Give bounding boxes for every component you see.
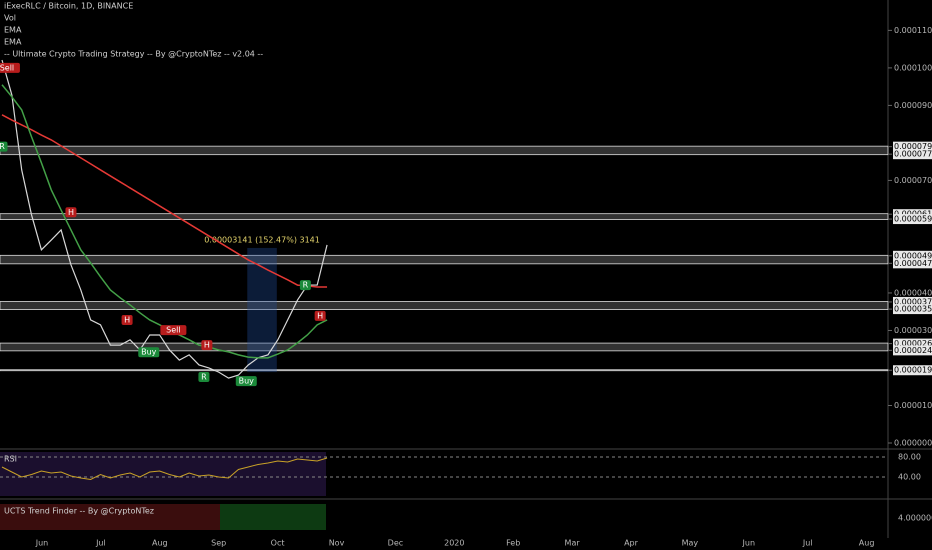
tick-highlight	[893, 296, 932, 307]
measure-box	[247, 247, 277, 373]
tick-highlight	[893, 214, 932, 225]
x-tick-label: Jul	[95, 539, 106, 548]
y-tick-label: 0.00004990	[894, 251, 932, 260]
trend-label: UCTS Trend Finder -- By @CryptoNTez	[4, 507, 154, 516]
rsi-line	[1, 457, 328, 481]
x-tick-label: Aug	[152, 539, 168, 548]
x-tick-label: Mar	[565, 539, 581, 548]
rsi-band	[0, 452, 326, 496]
signal-marker	[65, 207, 77, 218]
legend-item: Vol	[4, 14, 16, 23]
symbol: iExecRLC / Bitcoin, 1D, BINANCE	[4, 2, 133, 11]
price-line	[1, 59, 328, 379]
zone	[0, 213, 889, 220]
signal-label: Buy	[141, 348, 157, 357]
y-tick-label: 0.00003570	[894, 305, 932, 314]
x-tick-label: Jun	[742, 539, 756, 548]
zone	[0, 145, 889, 156]
signal-marker	[138, 347, 160, 358]
zone	[0, 369, 889, 372]
signal-label: Sell	[0, 63, 14, 72]
y-tick-label: 0.00000000	[894, 439, 932, 448]
y-tick-label: 0.00007700	[894, 150, 932, 159]
signal-marker	[160, 325, 187, 336]
signal-marker	[0, 141, 8, 152]
x-tick-label: May	[682, 539, 699, 548]
x-tick-label: Sep	[211, 539, 226, 548]
signal-label: Buy	[239, 377, 255, 386]
x-tick-label: Dec	[388, 539, 403, 548]
y-tick-label: 0.00005970	[894, 215, 932, 224]
signal-marker	[201, 340, 213, 351]
signal-label: H	[124, 315, 130, 324]
signal-label: R	[201, 372, 207, 381]
ema-line	[1, 114, 328, 288]
signal-marker	[299, 280, 311, 291]
signal-marker	[198, 371, 210, 382]
x-tick-label: Nov	[329, 539, 345, 548]
signal-label: H	[68, 208, 74, 217]
legend-item: EMA	[4, 26, 22, 35]
y-tick-label: 0.00011000	[894, 26, 932, 35]
zone	[0, 342, 889, 352]
tick-highlight	[893, 141, 932, 152]
rsi-tick-label: 40.00	[898, 473, 921, 482]
x-tick-label: Jun	[35, 539, 49, 548]
y-tick-label: 0.00002470	[894, 346, 932, 355]
signal-marker	[0, 62, 20, 73]
legend-item: EMA	[4, 38, 22, 47]
rsi-tick-label: 80.00	[898, 453, 921, 462]
y-tick-label: 0.00010000	[894, 63, 932, 72]
y-tick-label: 0.00009000	[894, 101, 932, 110]
tick-highlight	[893, 338, 932, 349]
signal-marker	[235, 376, 257, 387]
y-tick-label: 0.00001000	[894, 401, 932, 410]
legend-item: -- Ultimate Crypto Trading Strategy -- B…	[4, 50, 263, 59]
tick-highlight	[893, 250, 932, 261]
y-tick-label: 0.00004790	[894, 259, 932, 268]
y-tick-label: 0.00007000	[894, 176, 932, 185]
tick-highlight	[893, 345, 932, 356]
y-tick-label: 0.00007900	[894, 142, 932, 151]
trend-tick: 4.00000000	[898, 514, 932, 523]
signal-label: H	[204, 341, 210, 350]
trend-strip	[220, 504, 326, 530]
y-tick-label: 0.00004000	[894, 288, 932, 297]
signal-label: R	[0, 142, 5, 151]
tick-highlight	[893, 304, 932, 315]
y-tick-label: 0.00003760	[894, 297, 932, 306]
zone	[0, 301, 889, 310]
measure-label: 0.00003141 (152.47%) 3141	[204, 235, 320, 244]
x-tick-label: Aug	[859, 539, 875, 548]
tick-highlight	[893, 365, 932, 376]
signal-marker	[314, 310, 326, 321]
signal-label: Sell	[166, 326, 180, 335]
rsi-label: RSI	[4, 455, 17, 464]
zone	[0, 254, 889, 265]
y-tick-label: 0.00001940	[894, 366, 932, 375]
y-tick-label: 0.00003000	[894, 326, 932, 335]
x-tick-label: Jul	[802, 539, 813, 548]
y-tick-label: 0.00002650	[894, 339, 932, 348]
tick-highlight	[893, 149, 932, 160]
signal-label: R	[303, 281, 309, 290]
signal-marker	[121, 314, 133, 325]
tick-highlight	[893, 258, 932, 269]
x-tick-label: Feb	[506, 539, 520, 548]
signal-label: H	[317, 311, 323, 320]
x-tick-label: 2020	[444, 539, 464, 548]
x-tick-label: Oct	[271, 539, 285, 548]
x-tick-label: Apr	[624, 539, 639, 548]
